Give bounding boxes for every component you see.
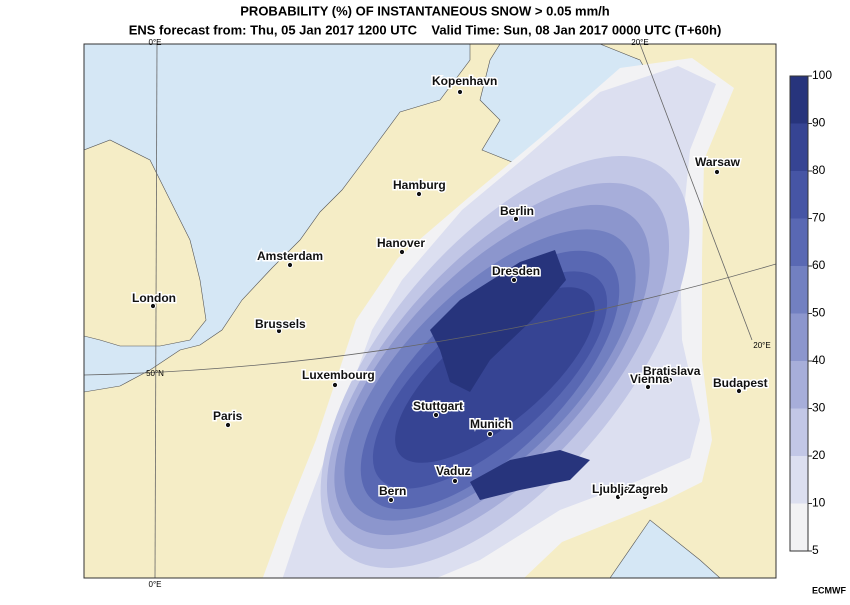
city-dot <box>666 376 674 384</box>
colorbar-segment <box>790 361 808 409</box>
colorbar: 5 10 20 30 40 50 60 70 80 90 100 <box>789 68 832 557</box>
credit: ECMWF <box>812 585 846 595</box>
city-dot <box>641 493 649 501</box>
colorbar-segment <box>790 123 808 171</box>
city-label: Brussels <box>255 317 306 331</box>
colorbar-tick-label: 20 <box>812 448 826 462</box>
city-dot <box>432 411 440 419</box>
contour <box>470 450 590 500</box>
contour <box>395 287 595 463</box>
colorbar-tick-label: 10 <box>812 496 826 510</box>
city-label: Kopenhavn <box>432 74 497 88</box>
colorbar-tick-label: 40 <box>812 353 826 367</box>
city-dot <box>486 430 494 438</box>
subtitle: ENS forecast from: Thu, 05 Jan 2017 1200… <box>129 22 722 37</box>
cities: Kopenhavn Hamburg Berlin Warsaw Amsterdam Han… <box>131 73 769 504</box>
city-dot <box>512 215 520 223</box>
parallel <box>84 263 776 376</box>
title: PROBABILITY (%) OF INSTANTANEOUS SNOW > … <box>240 3 610 18</box>
city-dot <box>415 190 423 198</box>
grid-label: 0°E <box>149 580 162 589</box>
colorbar-segment <box>790 266 808 314</box>
snow-probability <box>262 58 734 578</box>
city-label: Budapest <box>713 376 768 390</box>
city-dot <box>510 276 518 284</box>
city-label: Munich <box>470 417 512 431</box>
city-label: Vaduz <box>436 464 471 478</box>
colorbar-segment <box>790 503 808 551</box>
grid-label: 20°E <box>753 341 770 350</box>
city-label: Luxembourg <box>302 368 375 382</box>
city-dot <box>644 383 652 391</box>
grid-label: 20°E <box>631 38 648 47</box>
city-label: London <box>132 291 176 305</box>
colorbar-tick-label: 30 <box>812 401 826 415</box>
colorbar-tick-label: 100 <box>812 68 832 82</box>
city-label: Berlin <box>500 204 534 218</box>
city-label: Vienna <box>630 372 669 386</box>
city-dot <box>713 168 721 176</box>
city-dot <box>275 327 283 335</box>
colorbar-tick-label: 80 <box>812 163 826 177</box>
city-label: Hamburg <box>393 178 446 192</box>
colorbar-segment <box>790 456 808 504</box>
colorbar-tick-label: 5 <box>812 543 819 557</box>
city-dot <box>398 248 406 256</box>
city-dot <box>614 493 622 501</box>
city-dot <box>735 387 743 395</box>
city-label: Stuttgart <box>413 399 463 413</box>
colorbar-segment <box>790 76 808 124</box>
city-dot <box>331 381 339 389</box>
city-label: Bratislava <box>643 364 701 378</box>
map: Kopenhavn Hamburg Berlin Warsaw Amsterdam Han… <box>84 44 776 578</box>
city-dot <box>286 261 294 269</box>
city-dot <box>456 88 464 96</box>
city-dot <box>451 477 459 485</box>
grid-label: 50°N <box>146 369 164 378</box>
adriatic-sea <box>609 519 721 578</box>
city-label: Hanover <box>377 236 425 250</box>
colorbar-tick-label: 70 <box>812 211 826 225</box>
city-label: Dresden <box>492 264 540 278</box>
map-frame <box>83 43 777 579</box>
city-dot <box>387 496 395 504</box>
city-label: Amsterdam <box>257 249 323 263</box>
meridian <box>154 44 158 578</box>
city-dot <box>224 421 232 429</box>
city-label: Paris <box>213 409 243 423</box>
city-label: Warsaw <box>695 155 741 169</box>
city-label: Bern <box>379 484 406 498</box>
grid-label: 0°E <box>149 38 162 47</box>
britain <box>84 139 207 347</box>
colorbar-segment <box>790 408 808 456</box>
city-label: Ljubljana <box>592 482 645 496</box>
colorbar-tick-label: 50 <box>812 306 826 320</box>
colorbar-segment <box>790 218 808 266</box>
contour <box>430 250 566 392</box>
city-label: Zagreb <box>628 482 668 496</box>
meridian <box>639 44 753 341</box>
city-dot <box>149 302 157 310</box>
colorbar-tick-label: 90 <box>812 116 826 130</box>
colorbar-tick-label: 60 <box>812 258 826 272</box>
colorbar-segment <box>790 171 808 219</box>
colorbar-segment <box>790 313 808 361</box>
